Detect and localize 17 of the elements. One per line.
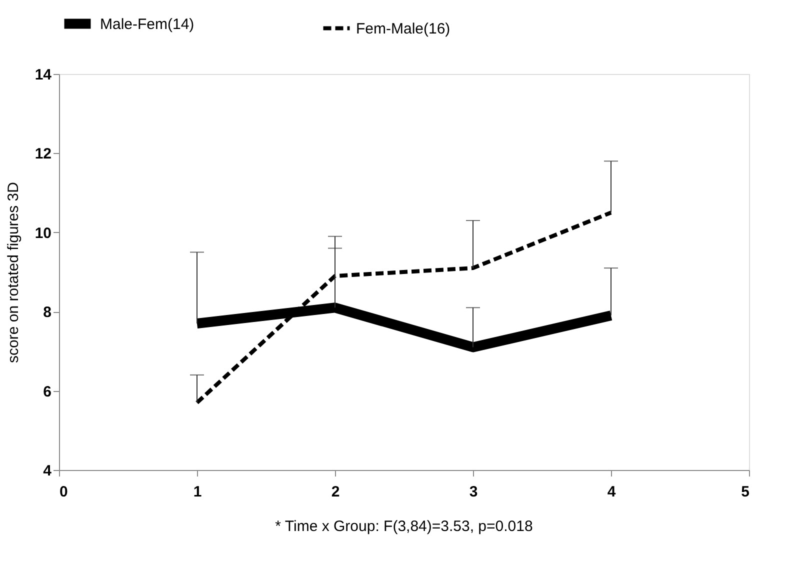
- legend-label: Fem-Male(16): [356, 20, 450, 38]
- x-tick-label: 5: [741, 484, 750, 500]
- y-tick-label: 12: [34, 146, 52, 163]
- x-tick-label: 1: [193, 484, 202, 500]
- y-tick-label: 6: [43, 383, 52, 400]
- text: * Time x Group: F(3,84)=3.53, p=0.018: [275, 518, 533, 535]
- y-tick-label: 14: [34, 66, 52, 84]
- x-tick-label: 4: [607, 484, 616, 500]
- x-tick-label: 0: [60, 484, 68, 500]
- legend-label: Male-Fem(14): [100, 16, 194, 33]
- y-tick-label: 8: [43, 304, 52, 322]
- x-tick-label: 3: [469, 484, 478, 500]
- line-series: [195, 210, 613, 405]
- y-axis-title: score on rotated figures 3D: [4, 182, 22, 363]
- x-tick-label: 2: [331, 484, 340, 500]
- y-tick-label: 10: [34, 224, 52, 242]
- y-tick-label: 4: [43, 462, 52, 480]
